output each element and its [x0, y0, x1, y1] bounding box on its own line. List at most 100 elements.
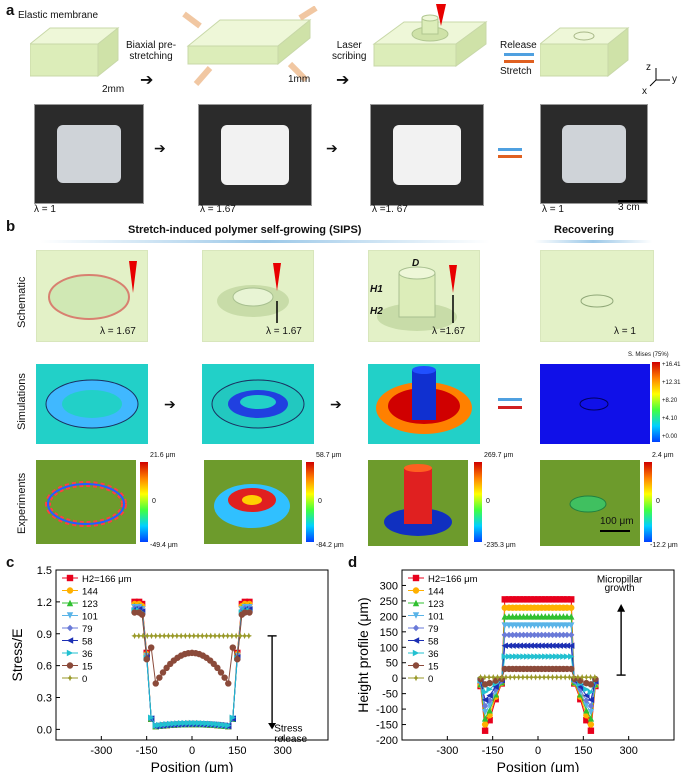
- data-point: [570, 674, 577, 681]
- data-point: [583, 674, 590, 681]
- legend-label: 144: [82, 587, 98, 598]
- mises-tick-1: +16.41: [662, 362, 681, 368]
- data-point: [481, 715, 489, 722]
- data-point: [506, 674, 514, 681]
- sips-title: Stretch-induced polymer self-growing (SI…: [128, 224, 362, 236]
- data-point: [173, 632, 181, 640]
- legend-marker: [412, 662, 420, 669]
- data-point: [587, 688, 595, 696]
- title-underline-2: [534, 240, 652, 243]
- data-point: [552, 596, 560, 603]
- panel-a-letter: a: [6, 2, 15, 19]
- data-point: [481, 674, 489, 681]
- simulation-pane-3: [368, 364, 480, 444]
- legend-label: 58: [82, 637, 93, 648]
- data-point: [583, 702, 590, 709]
- data-point: [513, 653, 520, 660]
- data-point: [534, 642, 542, 649]
- data-point: [245, 632, 253, 640]
- data-point: [214, 721, 221, 728]
- data-point: [560, 653, 567, 660]
- data-point: [568, 613, 575, 620]
- data-point: [556, 642, 563, 649]
- data-point: [199, 720, 207, 727]
- data-point: [520, 653, 527, 660]
- data-point: [566, 674, 573, 681]
- data-point: [246, 609, 253, 616]
- data-point: [587, 721, 595, 728]
- data-point: [159, 721, 167, 728]
- data-point: [538, 596, 545, 603]
- data-point: [481, 702, 489, 710]
- data-point: [501, 622, 508, 629]
- x-tick-label: 150: [574, 745, 592, 757]
- legend-marker: [66, 574, 74, 582]
- data-point: [536, 674, 544, 681]
- series-line: [134, 608, 250, 727]
- data-point: [583, 686, 590, 693]
- data-point: [549, 653, 556, 660]
- y-tick-label: 0.0: [37, 724, 52, 736]
- data-point: [139, 632, 147, 640]
- data-point: [542, 653, 549, 660]
- x-tick-label: -300: [436, 745, 458, 757]
- data-point: [563, 613, 571, 620]
- legend-label: 58: [428, 637, 439, 648]
- data-point: [159, 669, 167, 676]
- y-tick-label: 100: [380, 642, 398, 654]
- data-point: [492, 683, 499, 691]
- legend-marker: [412, 574, 420, 582]
- y-tick-label: 0.6: [37, 661, 52, 673]
- data-point: [552, 653, 560, 660]
- annotation-line-2: release: [274, 734, 307, 745]
- exp-colorbar-1: [140, 462, 148, 542]
- data-point: [486, 679, 493, 687]
- schematic-pane-1: [36, 250, 148, 342]
- legend-label: 0: [82, 674, 87, 685]
- legend-label: 123: [428, 599, 444, 610]
- data-point: [583, 707, 590, 714]
- mises-tick-3: +8.20: [662, 398, 678, 404]
- arrow-left-orange-icon: [504, 60, 534, 63]
- data-point: [214, 664, 221, 672]
- data-point: [237, 632, 244, 640]
- dim-D: D: [412, 258, 420, 269]
- axis-x-label: x: [642, 86, 647, 97]
- arrow-right-blue-icon: [504, 53, 534, 56]
- data-point: [587, 674, 594, 681]
- data-point: [545, 596, 553, 603]
- legend-marker: [412, 599, 420, 607]
- data-point: [152, 680, 159, 687]
- membrane-block-1: [30, 26, 120, 78]
- data-point: [531, 596, 538, 603]
- release-label: Release: [500, 40, 537, 51]
- data-point: [578, 674, 586, 681]
- data-point: [490, 674, 497, 681]
- legend-marker: [66, 674, 74, 682]
- schematic-lambda-1: λ = 1.67: [100, 326, 136, 337]
- data-point: [148, 714, 155, 721]
- exp-cb2-mid: 0: [318, 498, 322, 505]
- x-tick-label: 0: [535, 745, 541, 757]
- y-axis-label: Height profile (μm): [355, 597, 371, 712]
- schematic-pane-4: [540, 250, 654, 342]
- legend-marker: [412, 637, 420, 644]
- data-point: [534, 631, 542, 639]
- data-point: [199, 632, 206, 640]
- data-point: [513, 596, 520, 603]
- arrow-right-red-icon: [498, 406, 522, 409]
- axis-z-label: z: [646, 62, 651, 73]
- data-point: [577, 686, 584, 693]
- x-tick-label: 300: [273, 745, 291, 757]
- legend-marker: [66, 662, 74, 669]
- arrow-right-icon-6: ➔: [330, 396, 342, 412]
- data-point: [528, 674, 535, 681]
- data-point: [563, 653, 571, 660]
- data-point: [556, 653, 563, 660]
- data-point: [560, 642, 567, 649]
- data-point: [509, 653, 516, 660]
- legend-label: H2=166 μm: [82, 574, 132, 585]
- data-point: [513, 631, 520, 639]
- data-point: [509, 642, 516, 649]
- legend-marker: [66, 637, 74, 644]
